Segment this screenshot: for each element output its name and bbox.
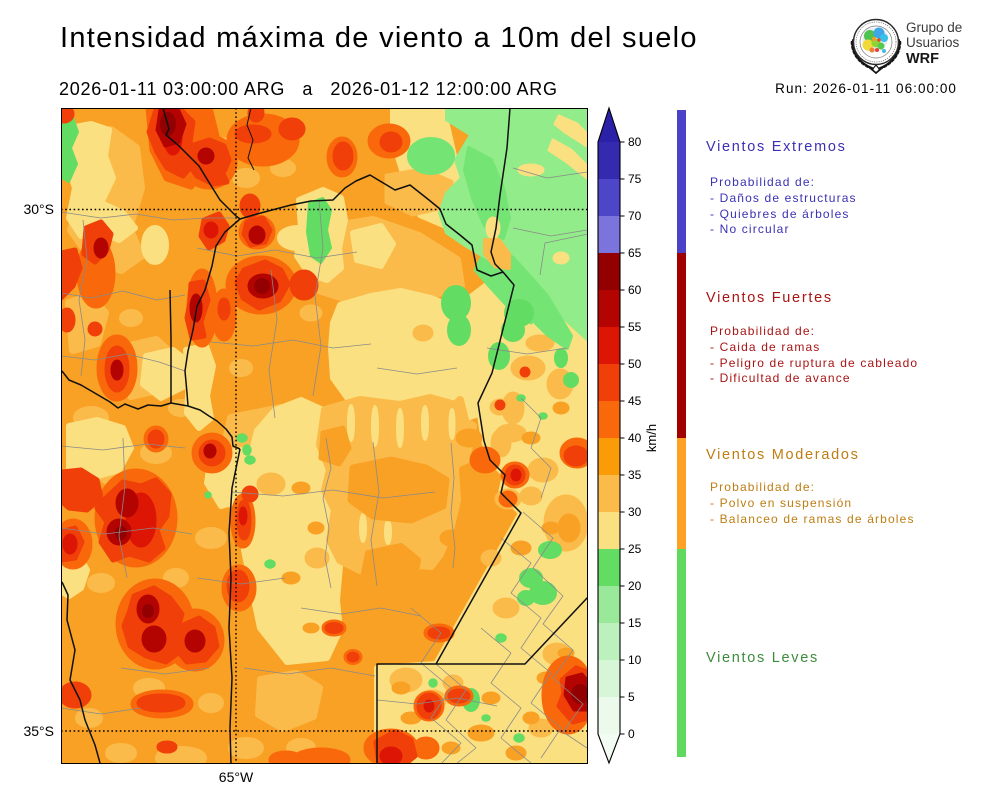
svg-text:Grupo de: Grupo de: [906, 20, 962, 35]
svg-text:55: 55: [628, 320, 642, 334]
svg-text:Usuarios: Usuarios: [906, 35, 960, 50]
svg-text:65: 65: [628, 246, 642, 260]
svg-text:5: 5: [628, 690, 635, 704]
svg-text:30: 30: [628, 505, 642, 519]
svg-text:25: 25: [628, 542, 642, 556]
svg-text:40: 40: [628, 431, 642, 445]
svg-text:45: 45: [628, 394, 642, 408]
svg-text:km/h: km/h: [644, 424, 659, 452]
svg-text:70: 70: [628, 209, 642, 223]
svg-text:10: 10: [628, 653, 642, 667]
svg-text:35: 35: [628, 468, 642, 482]
svg-text:80: 80: [628, 135, 642, 149]
svg-text:75: 75: [628, 172, 642, 186]
svg-text:0: 0: [628, 727, 635, 741]
svg-text:15: 15: [628, 616, 642, 630]
svg-text:50: 50: [628, 357, 642, 371]
svg-text:WRF: WRF: [906, 51, 939, 67]
svg-text:20: 20: [628, 579, 642, 593]
svg-text:60: 60: [628, 283, 642, 297]
